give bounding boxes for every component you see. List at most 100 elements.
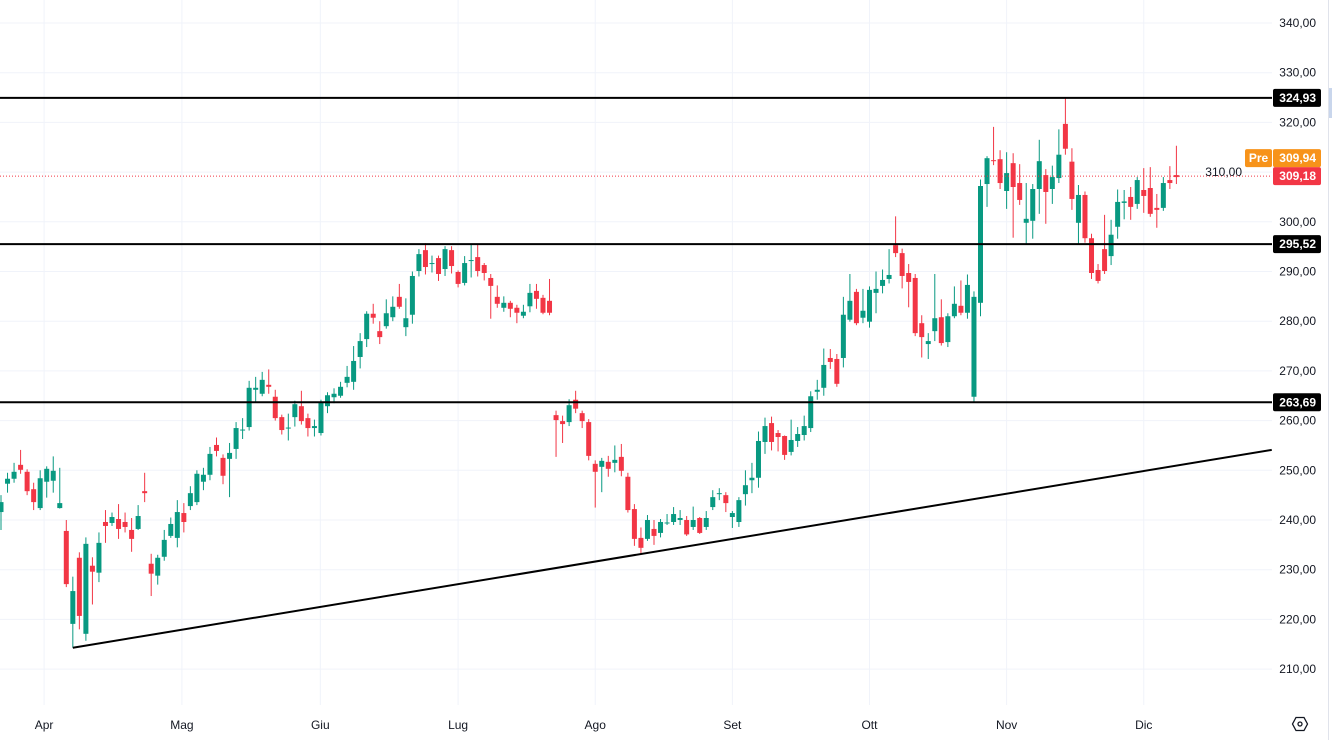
time-tick-label: Mag (170, 718, 193, 732)
candle-body (351, 360, 357, 382)
candle (318, 399, 324, 436)
candle-body (1160, 183, 1166, 208)
candle-body (742, 485, 748, 495)
candle-body (814, 389, 820, 392)
trendline[interactable] (72, 448, 1272, 649)
time-tick-label: Ott (861, 718, 878, 732)
candle-body (259, 379, 265, 394)
candle-body (344, 376, 350, 383)
candle (338, 381, 344, 398)
scrollbar[interactable] (1329, 88, 1332, 118)
candle-body (449, 250, 455, 267)
candle (834, 354, 840, 387)
candle-body (605, 461, 611, 469)
candle (148, 553, 154, 597)
candle (1023, 183, 1029, 244)
candle (997, 150, 1003, 189)
price-tick-label: 220,00 (1279, 612, 1316, 626)
candle-body (638, 537, 644, 548)
candle-body (997, 159, 1003, 184)
candle-body (847, 300, 853, 320)
candle-body (971, 296, 977, 397)
candle (821, 348, 827, 396)
candle-body (1082, 194, 1088, 239)
candle-body (220, 457, 226, 476)
time-tick-label: Lug (448, 718, 468, 732)
candle (429, 255, 435, 273)
candle (762, 417, 768, 454)
price-axis[interactable]: 210,00 220,00 230,00 240,00 250,00 260,00 270,… (1205, 16, 1316, 676)
candle (755, 431, 761, 488)
candle (1121, 189, 1127, 220)
candle (964, 274, 970, 319)
candle-body (200, 474, 206, 482)
premarket-price-tag: 309,94 (1273, 149, 1321, 168)
level-price-tag: 324,93 (1273, 88, 1321, 107)
candle (187, 486, 193, 511)
candle-body (1128, 196, 1134, 207)
candle-body (187, 493, 193, 507)
candle (1115, 189, 1121, 239)
candle (1173, 145, 1179, 185)
candle (63, 520, 69, 588)
candle (919, 315, 925, 358)
candle (298, 390, 304, 425)
candle-body (880, 279, 886, 286)
candle-body (442, 249, 448, 270)
candle-body (213, 444, 219, 451)
candle (1160, 177, 1166, 211)
candle-body (520, 311, 526, 316)
candle (671, 507, 677, 525)
last-price-tag: 309,18 (1273, 167, 1321, 186)
candle-body (1115, 201, 1121, 227)
candle-body (181, 513, 187, 522)
candle (638, 527, 644, 554)
candle (31, 482, 37, 511)
candle (1147, 167, 1153, 217)
candle (664, 514, 670, 525)
candle-body (83, 543, 89, 634)
candle-body (475, 257, 481, 272)
time-axis[interactable]: Apr Mag Giu Lug Ago Set Ott Nov Dic (35, 718, 1153, 732)
candle-body (102, 521, 108, 526)
candle-body (272, 396, 278, 419)
candle (1056, 129, 1062, 184)
candle-body (357, 341, 363, 357)
candle-body (801, 426, 807, 436)
candle-body (540, 297, 546, 313)
candle-body (462, 263, 468, 283)
candle-body (429, 263, 435, 265)
candle-body (1167, 180, 1173, 184)
time-tick-label: Apr (35, 718, 54, 732)
candle-body (566, 405, 572, 423)
candle (488, 273, 494, 319)
candle (259, 371, 265, 397)
candle (279, 414, 285, 435)
candle (840, 296, 846, 368)
candle-body (579, 413, 585, 422)
horizontal-levels[interactable] (0, 96, 1272, 404)
price-tick-label: 260,00 (1279, 414, 1316, 428)
candle (847, 273, 853, 322)
candle (18, 449, 24, 474)
candle-body (514, 307, 520, 313)
candle (246, 380, 252, 431)
candle (396, 283, 402, 309)
last-price-tag-bg (1273, 167, 1321, 186)
candle (782, 435, 788, 460)
candle (11, 462, 17, 483)
candle (893, 216, 899, 258)
settings-gear-icon[interactable] (1291, 715, 1309, 733)
level-price-tag-bg (1273, 235, 1321, 254)
price-tick-label: 250,00 (1279, 463, 1316, 477)
candle (808, 391, 814, 433)
candle (207, 446, 213, 481)
price-tick-label: 210,00 (1279, 662, 1316, 676)
candle-body (690, 520, 696, 527)
candle (50, 456, 56, 493)
level-price-tag: 263,69 (1273, 393, 1321, 412)
candle (422, 243, 428, 275)
candle (1167, 166, 1173, 189)
candle-body (618, 456, 624, 471)
